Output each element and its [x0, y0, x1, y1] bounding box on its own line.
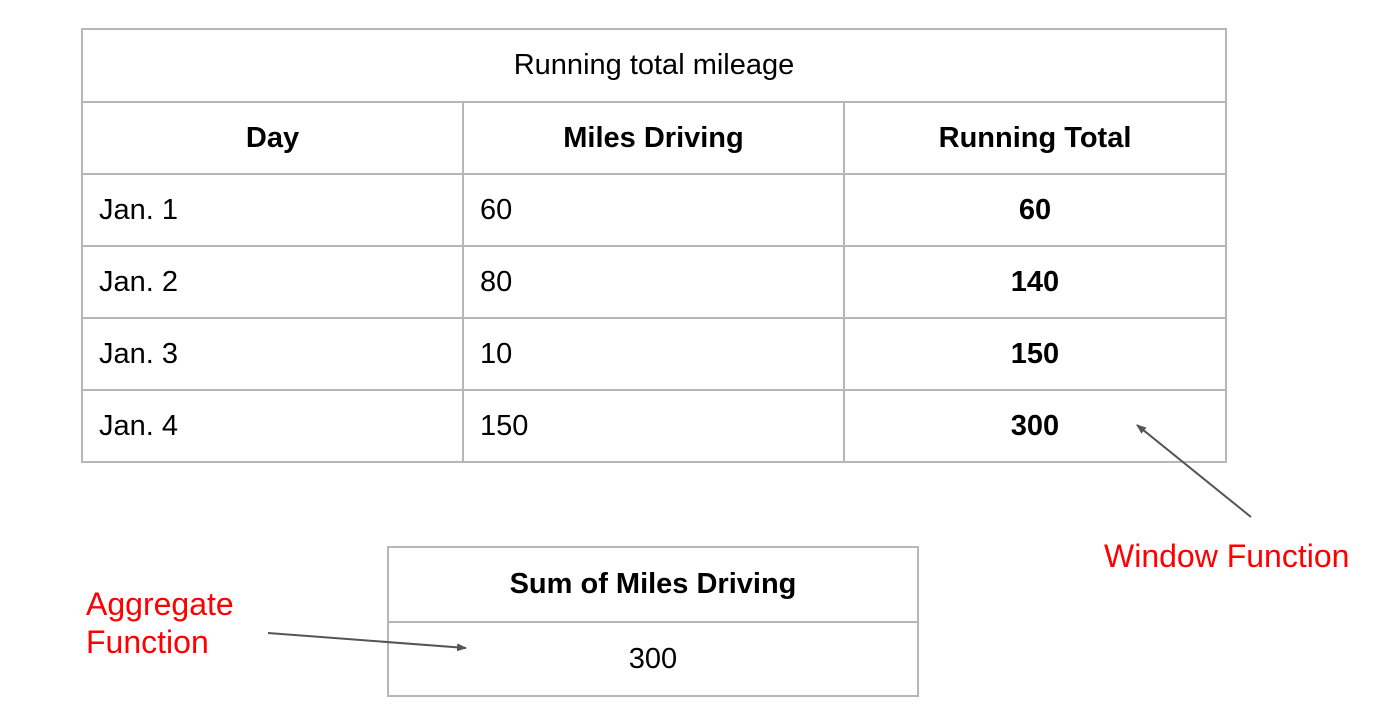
header-running-total: Running Total [843, 101, 1227, 175]
table-row: Jan. 4 150 300 [81, 389, 1227, 463]
day-cell: Jan. 4 [81, 389, 464, 463]
running-total-cell: 300 [843, 389, 1227, 463]
sum-table: Sum of Miles Driving 300 [387, 546, 919, 697]
caption-row: Running total mileage [81, 28, 1227, 103]
table-row: Jan. 1 60 60 [81, 173, 1227, 247]
miles-cell: 80 [462, 245, 845, 319]
aggregate-function-label: Aggregate Function [86, 585, 234, 661]
day-cell: Jan. 1 [81, 173, 464, 247]
running-total-cell: 140 [843, 245, 1227, 319]
day-cell: Jan. 2 [81, 245, 464, 319]
table-caption: Running total mileage [81, 28, 1227, 103]
sum-value-row: 300 [387, 621, 919, 697]
aggregate-function-arrow [267, 632, 467, 652]
miles-cell: 150 [462, 389, 845, 463]
table-row: Jan. 2 80 140 [81, 245, 1227, 319]
window-function-arrow [1136, 424, 1252, 518]
header-row: Day Miles Driving Running Total [81, 101, 1227, 175]
sum-header: Sum of Miles Driving [387, 546, 919, 623]
day-cell: Jan. 3 [81, 317, 464, 391]
header-day: Day [81, 101, 464, 175]
miles-cell: 60 [462, 173, 845, 247]
sum-header-row: Sum of Miles Driving [387, 546, 919, 623]
running-total-table: Running total mileage Day Miles Driving … [81, 28, 1227, 463]
header-miles-driving: Miles Driving [462, 101, 845, 175]
running-total-cell: 60 [843, 173, 1227, 247]
miles-cell: 10 [462, 317, 845, 391]
aggregate-label-line1: Aggregate [86, 586, 234, 622]
sum-value: 300 [387, 621, 919, 697]
window-function-label: Window Function [1104, 538, 1350, 574]
aggregate-label-line2: Function [86, 624, 209, 660]
table-row: Jan. 3 10 150 [81, 317, 1227, 391]
running-total-cell: 150 [843, 317, 1227, 391]
